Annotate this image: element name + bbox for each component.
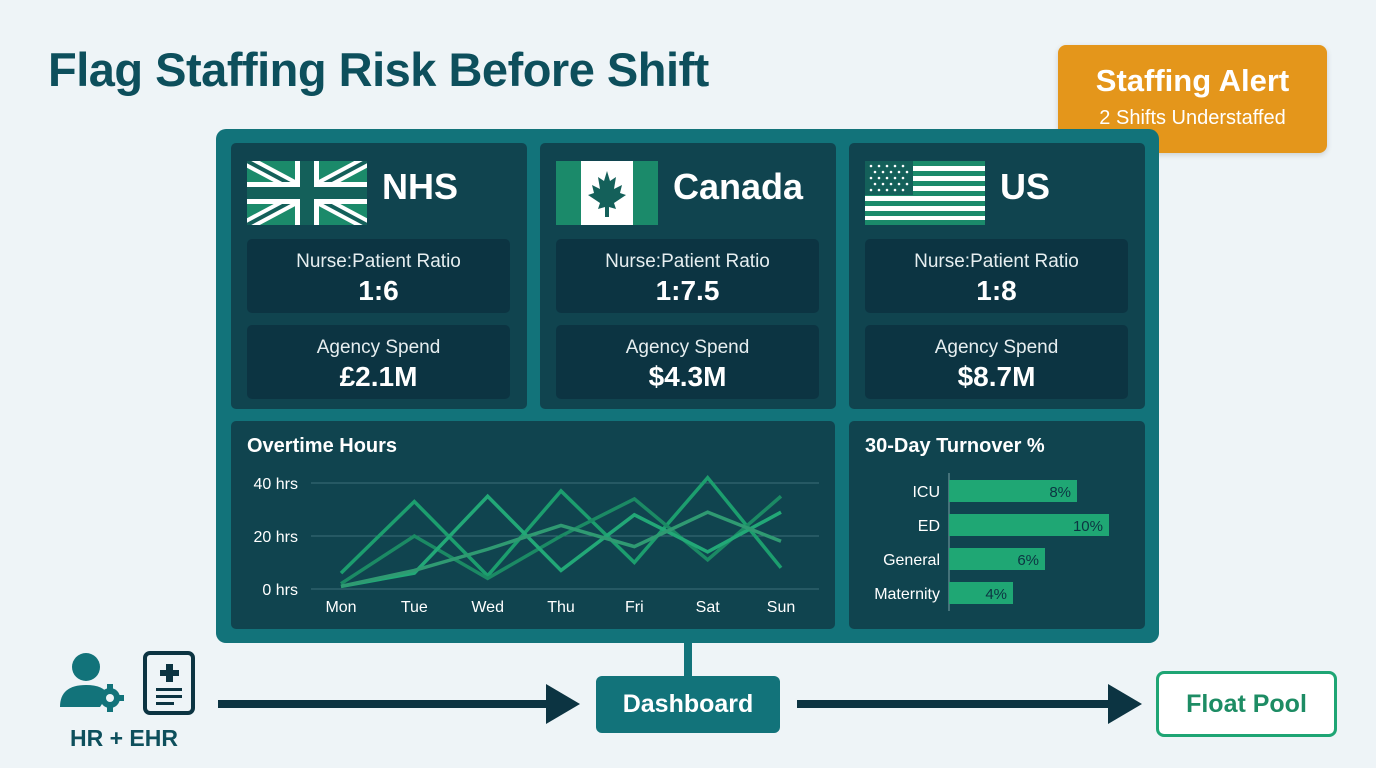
ratio-metric: Nurse:Patient Ratio 1:6: [247, 239, 510, 313]
y-tick-label: 40 hrs: [254, 476, 298, 493]
bar-value-label: 6%: [1017, 552, 1039, 569]
x-tick-label: Sun: [767, 599, 795, 616]
x-tick-label: Wed: [471, 599, 504, 616]
spend-metric: Agency Spend £2.1M: [247, 325, 510, 399]
chart-title: Overtime Hours: [247, 435, 398, 457]
overtime-line-chart: 0 hrs 20 hrs 40 hrs Mon Tue Wed Thu Fri Sat Sun: [254, 474, 819, 616]
x-tick-label: Tue: [401, 599, 428, 616]
region-name: Canada: [673, 166, 804, 207]
page-title: Flag Staffing Risk Before Shift: [48, 43, 709, 96]
spend-label: Agency Spend: [934, 337, 1059, 358]
alert-title: Staffing Alert: [1095, 63, 1290, 98]
region-card-nhs: NHS Nurse:Patient Ratio 1:6 Agency Spend…: [231, 143, 527, 409]
chart-title: 30-Day Turnover %: [865, 435, 1045, 457]
spend-value: $4.3M: [648, 361, 727, 392]
spend-value: $8.7M: [957, 361, 1036, 392]
category-label: ICU: [912, 484, 940, 501]
x-tick-label: Thu: [547, 599, 575, 616]
ratio-value: 1:7.5: [655, 275, 720, 306]
series-line: [340, 510, 782, 589]
float-pool-button[interactable]: Float Pool: [1156, 671, 1337, 737]
arrow-to-float-pool: [797, 684, 1142, 724]
spend-label: Agency Spend: [316, 337, 441, 358]
region-card-us: US Nurse:Patient Ratio 1:8 Agency Spend …: [849, 143, 1145, 409]
category-label: Maternity: [874, 586, 940, 603]
dashboard-board: NHS Nurse:Patient Ratio 1:6 Agency Spend…: [216, 129, 1159, 643]
region-name: US: [1000, 166, 1051, 207]
user-gear-icon: [60, 653, 124, 712]
y-tick-label: 0 hrs: [262, 582, 298, 599]
uk-flag-icon: [247, 161, 367, 225]
turnover-bar: [949, 514, 1109, 536]
spend-metric: Agency Spend $8.7M: [865, 325, 1128, 399]
dashboard-connector: [684, 643, 692, 676]
ratio-metric: Nurse:Patient Ratio 1:7.5: [556, 239, 819, 313]
region-name: NHS: [382, 166, 459, 207]
alert-subtitle: 2 Shifts Understaffed: [1099, 107, 1286, 129]
overtime-chart-panel: Overtime Hours 0 hrs 20 hrs 40 hrs Mon Tue We…: [231, 421, 835, 629]
canada-flag-icon: [556, 161, 658, 225]
turnover-chart-panel: 30-Day Turnover % ICU 8% ED 10% General 6% Mat…: [849, 421, 1145, 629]
dashboard-button[interactable]: Dashboard: [596, 676, 780, 733]
spend-value: £2.1M: [339, 361, 418, 392]
turnover-bar-chart: ICU 8% ED 10% General 6% Maternity 4%: [874, 473, 1109, 611]
bar-value-label: 4%: [985, 586, 1007, 603]
spend-label: Agency Spend: [625, 337, 750, 358]
series-line: [339, 474, 783, 579]
turnover-bar: [949, 582, 1013, 604]
source-label: HR + EHR: [70, 725, 178, 751]
bar-value-label: 10%: [1073, 518, 1103, 535]
bar-value-label: 8%: [1049, 484, 1071, 501]
category-label: General: [883, 552, 940, 569]
category-label: ED: [918, 518, 940, 535]
turnover-bar: [949, 548, 1045, 570]
medical-record-icon: [143, 651, 195, 715]
ratio-metric: Nurse:Patient Ratio 1:8: [865, 239, 1128, 313]
x-tick-label: Mon: [325, 599, 356, 616]
ratio-value: 1:6: [358, 275, 399, 306]
y-tick-label: 20 hrs: [254, 529, 298, 546]
series-line: [340, 493, 782, 589]
x-tick-label: Fri: [625, 599, 644, 616]
arrow-to-dashboard: [218, 684, 580, 724]
region-card-canada: Canada Nurse:Patient Ratio 1:7.5 Agency …: [540, 143, 836, 409]
x-tick-label: Sat: [696, 599, 721, 616]
ratio-value: 1:8: [976, 275, 1017, 306]
series-line: [340, 494, 783, 586]
spend-metric: Agency Spend $4.3M: [556, 325, 819, 399]
ratio-label: Nurse:Patient Ratio: [605, 251, 770, 272]
us-flag-icon: [865, 161, 985, 225]
turnover-bar: [949, 480, 1077, 502]
ratio-label: Nurse:Patient Ratio: [296, 251, 461, 272]
ratio-label: Nurse:Patient Ratio: [914, 251, 1079, 272]
